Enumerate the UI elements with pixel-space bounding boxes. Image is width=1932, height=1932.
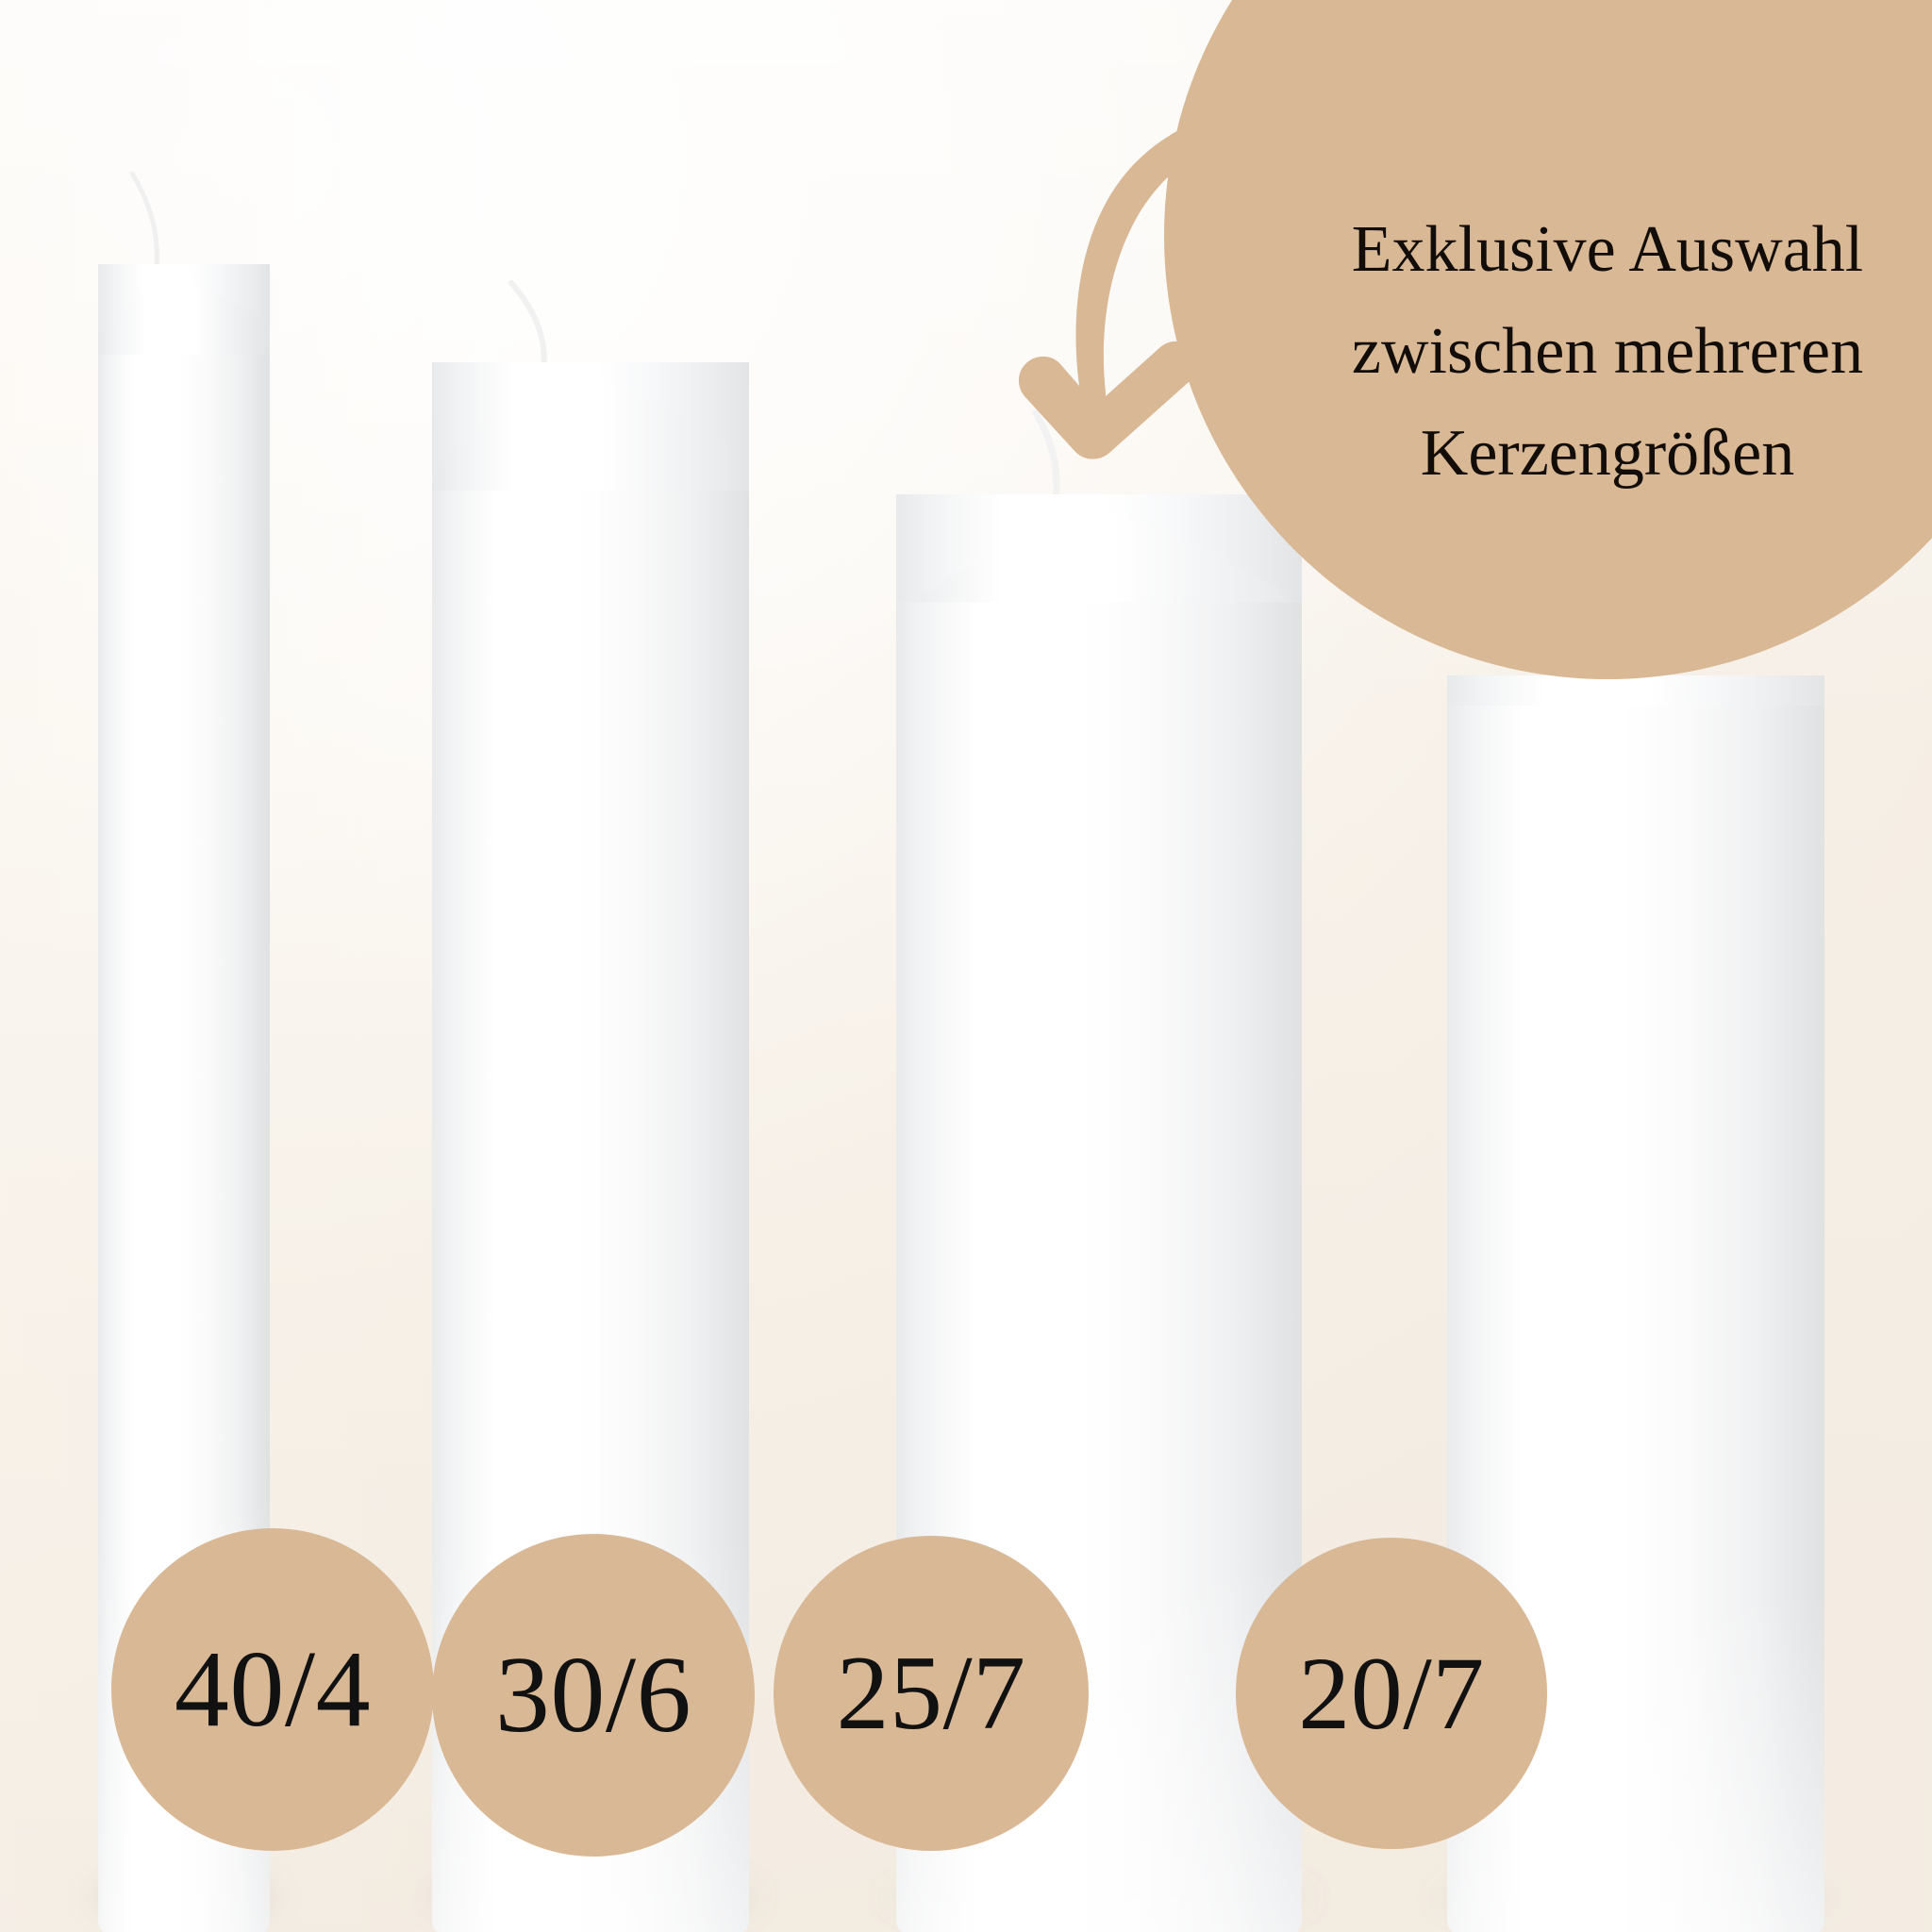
candle-wick-icon [508, 280, 547, 375]
candle-25-7[interactable] [877, 404, 1321, 1932]
size-badge-25-7[interactable]: 25/7 [774, 1536, 1089, 1851]
promo-line-1: Exklusive Auswahl [1351, 213, 1864, 286]
promo-line-3: Kerzengrößen [1420, 417, 1795, 490]
candle-shoulder [432, 362, 749, 502]
candle-shoulder [98, 264, 270, 370]
size-badge-label: 25/7 [836, 1635, 1026, 1752]
size-badge-label: 30/6 [494, 1635, 692, 1756]
size-badge-label: 40/4 [174, 1629, 372, 1750]
candle-wick-icon [129, 171, 159, 281]
size-badge-40-4[interactable]: 40/4 [111, 1528, 434, 1851]
size-badge-20-7[interactable]: 20/7 [1236, 1538, 1547, 1849]
promo-line-2: zwischen mehreren [1351, 315, 1864, 388]
size-badge-30-6[interactable]: 30/6 [432, 1534, 755, 1857]
size-badge-label: 20/7 [1298, 1636, 1485, 1751]
